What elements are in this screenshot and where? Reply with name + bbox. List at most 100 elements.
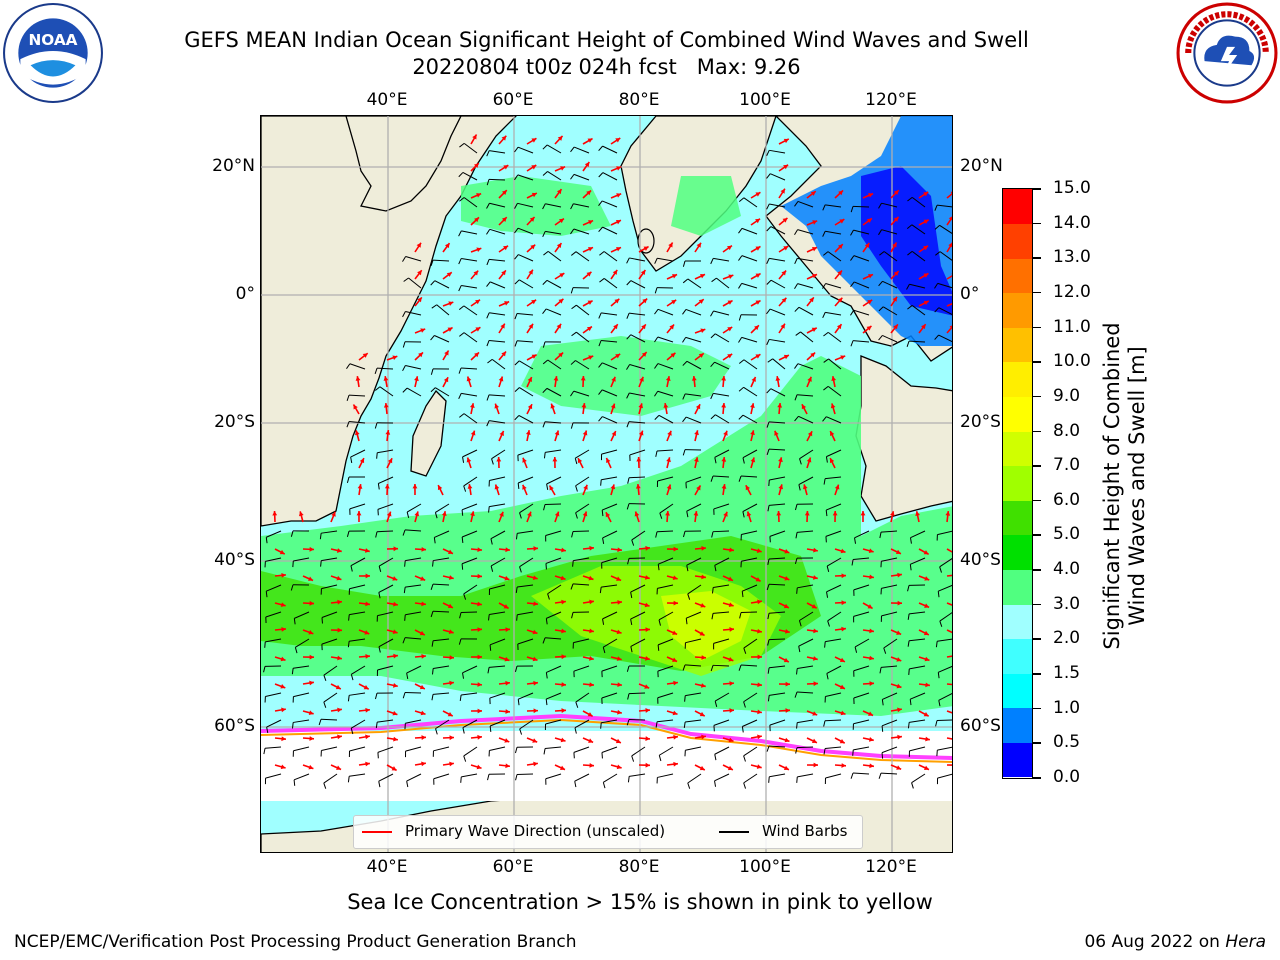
wind-barb [378,773,394,782]
wind-barb [293,719,310,723]
wind-barb-flag [823,386,829,391]
colorbar-tick-label: 14.0 [1053,212,1091,233]
wind-barb [658,611,674,621]
wind-barb [545,773,562,780]
wind-barb [378,557,394,567]
colorbar-tick-label: 8.0 [1053,420,1081,441]
wave-direction-arrowhead [813,681,818,687]
wind-barb-flag [459,332,465,337]
wind-barb [716,277,730,289]
wind-barb-flag [738,386,744,392]
wave-direction-arrowhead [785,708,790,713]
wave-direction-arrowhead [531,299,537,305]
wind-barb-flag [350,565,353,572]
wind-barb-flag [542,341,546,348]
wave-direction-arrowhead [587,300,593,305]
wave-direction-arrowhead [503,165,509,170]
wind-barb [573,665,590,672]
wind-barb [406,773,422,782]
wind-barb [517,340,534,343]
wave-direction-arrowhead [809,297,814,303]
wave-direction-arrowhead [925,736,930,742]
wind-barb-flag [486,203,490,209]
wave-direction-arrowhead [782,217,788,223]
wind-barb [853,665,870,672]
wind-barb-flag [878,772,882,779]
wave-direction-arrowhead [532,629,538,635]
wind-barb-flag [682,309,687,315]
wind-barb [603,278,618,289]
wind-barb [488,178,506,181]
wind-barb-flag [826,673,829,680]
wind-barb-flag [738,664,742,671]
wind-barb [769,611,786,614]
wind-barb [518,254,534,262]
wind-barb [629,312,646,316]
wind-barb-flag [346,421,350,428]
wind-barb [321,557,338,562]
wind-barb-flag [682,337,687,343]
colorbar-tick-label: 12.0 [1053,281,1091,302]
wave-direction-arrowhead [387,458,393,464]
wave-direction-arrowhead [531,138,537,143]
wind-barb [603,638,618,648]
wave-direction-arrowhead [868,274,874,279]
wind-barb [602,389,618,397]
wave-direction-arrowhead [580,376,586,381]
colorbar-segment [1003,534,1032,570]
wave-direction-arrowhead [645,545,650,551]
wind-barb [603,251,618,262]
wind-barb [685,719,702,723]
wind-barb-flag [406,672,409,680]
wind-barb-flag [767,558,770,565]
wind-barb [714,449,730,458]
wave-direction-arrowhead [750,403,755,409]
wind-barb-flag [403,587,406,594]
wind-barb-flag [934,307,940,313]
wave-direction-arrowhead [729,627,734,632]
wind-barb-legend-label: Wind Barbs [762,822,848,840]
wave-direction-arrow [946,655,952,658]
colorbar-tick [1033,430,1041,433]
wind-barb [432,610,450,613]
wave-direction-arrowhead [948,242,952,248]
wind-barb-flag [402,341,406,348]
wave-direction-arrowhead [868,193,874,198]
wind-barb [602,145,618,154]
wind-barb [629,257,646,262]
wind-barb [797,530,814,533]
wind-barb-flag [766,150,770,156]
wind-barb [687,773,702,784]
wave-direction-arrowhead [441,511,447,516]
colorbar-segment [1003,189,1032,225]
wind-barb-flag [406,781,409,788]
colorbar-tick [1033,361,1041,363]
wind-barb-flag [515,774,518,781]
wave-direction-arrowhead [670,352,676,358]
wind-barb [685,476,702,483]
colorbar-segment [1003,742,1032,778]
wind-barb [769,308,786,316]
wave-direction-arrowhead [586,190,592,196]
wave-direction-arrowhead [280,764,286,770]
wind-barb [601,476,618,481]
wave-direction-arrowhead [811,604,817,609]
wind-barb [827,611,842,622]
wind-barb [461,557,478,565]
wave-direction-arrowhead [357,484,363,489]
wind-barb [293,773,310,781]
wave-direction-arrowhead [804,511,810,516]
wind-barb [909,665,926,670]
lat-tick-right: 40°S [960,550,1001,570]
wave-direction-arrowhead [615,353,621,359]
wave-direction-arrowhead [728,737,734,743]
wave-direction-arrowhead [503,604,509,609]
wind-barb [769,692,786,696]
lon-tick-top: 60°E [492,90,534,110]
wind-barb-flag [738,255,743,261]
wave-direction-arrowhead [696,242,701,248]
wind-barb [546,692,562,700]
chart-subtitle: 20220804 t00z 024h fcst Max: 9.26 [412,55,801,79]
wind-barb-flag [378,565,382,572]
wind-barb [881,719,898,727]
